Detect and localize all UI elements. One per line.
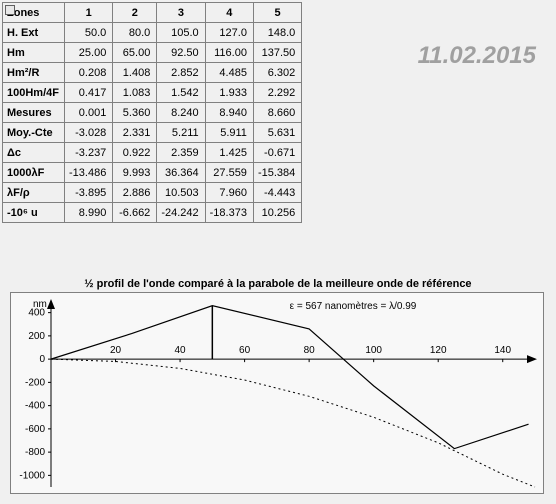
zone-col-5: 5 (253, 3, 301, 23)
cell: 4.485 (205, 63, 253, 83)
cell: 65.00 (113, 43, 157, 63)
svg-text:80: 80 (304, 345, 316, 356)
chart-title: ½ profil de l'onde comparé à la parabole… (10, 278, 546, 290)
zones-header: Zones (3, 3, 65, 23)
svg-text:ε = 567 nanomètres = λ/0.99: ε = 567 nanomètres = λ/0.99 (290, 301, 417, 312)
cell: 8.660 (253, 103, 301, 123)
cell: 27.559 (205, 163, 253, 183)
cell: 9.993 (113, 163, 157, 183)
cell: 148.0 (253, 23, 301, 43)
svg-text:-200: -200 (25, 377, 45, 388)
row-label: H. Ext (3, 23, 65, 43)
cell: 7.960 (205, 183, 253, 203)
cell: 1.425 (205, 143, 253, 163)
cell: 0.001 (65, 103, 113, 123)
cell: 0.417 (65, 83, 113, 103)
row-label: 1000λF (3, 163, 65, 183)
cell: 36.364 (157, 163, 205, 183)
cell: 10.503 (157, 183, 205, 203)
zone-col-2: 2 (113, 3, 157, 23)
svg-text:40: 40 (175, 345, 187, 356)
cell: -18.373 (205, 203, 253, 223)
row-label: 100Hm/4F (3, 83, 65, 103)
zone-col-4: 4 (205, 3, 253, 23)
svg-text:-800: -800 (25, 447, 45, 458)
cell: 25.00 (65, 43, 113, 63)
cell: -6.662 (113, 203, 157, 223)
row-label: Mesures (3, 103, 65, 123)
cell: -3.028 (65, 123, 113, 143)
cell: 92.50 (157, 43, 205, 63)
profile-chart: -1000-800-600-400-2000200400nm2040608010… (10, 292, 544, 494)
cell: 0.208 (65, 63, 113, 83)
cell: 6.302 (253, 63, 301, 83)
svg-text:60: 60 (239, 345, 251, 356)
svg-text:-1000: -1000 (19, 470, 45, 481)
table-row: 1000λF-13.4869.99336.36427.559-15.384 (3, 163, 302, 183)
cell: 0.922 (113, 143, 157, 163)
table-row: 100Hm/4F0.4171.0831.5421.9332.292 (3, 83, 302, 103)
cell: 8.990 (65, 203, 113, 223)
table-row: Hm²/R0.2081.4082.8524.4856.302 (3, 63, 302, 83)
cell: 5.360 (113, 103, 157, 123)
table-row: Moy.-Cte-3.0282.3315.2115.9115.631 (3, 123, 302, 143)
cell: 5.211 (157, 123, 205, 143)
cell: 5.911 (205, 123, 253, 143)
cell: 1.083 (113, 83, 157, 103)
cell: 116.00 (205, 43, 253, 63)
row-label: -10⁶ u (3, 203, 65, 223)
table-row: H. Ext50.080.0105.0127.0148.0 (3, 23, 302, 43)
svg-text:100: 100 (365, 345, 382, 356)
row-label: λF/ρ (3, 183, 65, 203)
row-label: Δc (3, 143, 65, 163)
table-row: Δc-3.2370.9222.3591.425-0.671 (3, 143, 302, 163)
cell: 1.933 (205, 83, 253, 103)
cell: -15.384 (253, 163, 301, 183)
svg-text:-600: -600 (25, 424, 45, 435)
svg-text:0: 0 (39, 354, 45, 365)
cell: -4.443 (253, 183, 301, 203)
date-stamp: 11.02.2015 (418, 42, 536, 70)
cell: 2.852 (157, 63, 205, 83)
zones-table: Zones 12345 H. Ext50.080.0105.0127.0148.… (2, 2, 302, 223)
table-row: Mesures0.0015.3608.2408.9408.660 (3, 103, 302, 123)
cell: 2.292 (253, 83, 301, 103)
table-row: Hm25.0065.0092.50116.00137.50 (3, 43, 302, 63)
svg-text:nm: nm (33, 299, 47, 310)
cell: 50.0 (65, 23, 113, 43)
cell: 127.0 (205, 23, 253, 43)
cell: 137.50 (253, 43, 301, 63)
row-label: Hm²/R (3, 63, 65, 83)
svg-text:140: 140 (494, 345, 511, 356)
cell: 1.408 (113, 63, 157, 83)
svg-text:120: 120 (430, 345, 447, 356)
cell: 80.0 (113, 23, 157, 43)
cell: 8.240 (157, 103, 205, 123)
table-row: -10⁶ u8.990-6.662-24.242-18.37310.256 (3, 203, 302, 223)
cell: -24.242 (157, 203, 205, 223)
cell: 105.0 (157, 23, 205, 43)
cell: 10.256 (253, 203, 301, 223)
svg-text:-400: -400 (25, 401, 45, 412)
cell: -13.486 (65, 163, 113, 183)
row-label: Moy.-Cte (3, 123, 65, 143)
cell: 2.359 (157, 143, 205, 163)
zone-col-1: 1 (65, 3, 113, 23)
zone-col-3: 3 (157, 3, 205, 23)
cell: -3.895 (65, 183, 113, 203)
cell: 1.542 (157, 83, 205, 103)
table-row: λF/ρ-3.8952.88610.5037.960-4.443 (3, 183, 302, 203)
svg-text:200: 200 (28, 331, 45, 342)
cell: -3.237 (65, 143, 113, 163)
cell: -0.671 (253, 143, 301, 163)
cell: 2.886 (113, 183, 157, 203)
cell: 5.631 (253, 123, 301, 143)
row-label: Hm (3, 43, 65, 63)
cell: 2.331 (113, 123, 157, 143)
svg-text:20: 20 (110, 345, 122, 356)
cell: 8.940 (205, 103, 253, 123)
